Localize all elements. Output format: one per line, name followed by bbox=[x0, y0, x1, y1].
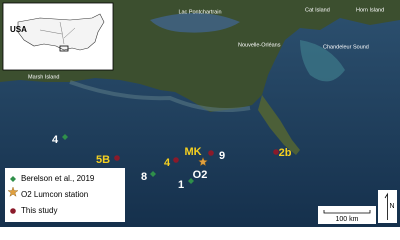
inset-locator bbox=[59, 45, 69, 52]
station-marker bbox=[150, 171, 156, 177]
legend-marker-dot bbox=[10, 208, 16, 214]
place-label: Lac Pontchartrain bbox=[178, 9, 221, 15]
station-label: 5B bbox=[96, 154, 110, 166]
station-label: O2 bbox=[193, 169, 208, 181]
place-label: Chandeleur Sound bbox=[323, 44, 369, 50]
place-label: Cat Island bbox=[305, 7, 330, 13]
place-label: Horn Island bbox=[356, 7, 384, 13]
place-label: Marsh Island bbox=[28, 74, 60, 80]
station-label: 1 bbox=[178, 179, 184, 191]
scale-label: 100 km bbox=[336, 216, 359, 223]
station-marker bbox=[198, 156, 208, 167]
station-marker bbox=[208, 150, 214, 156]
coast-turbid bbox=[69, 80, 251, 113]
legend-label: O2 Lumcon station bbox=[21, 190, 88, 199]
legend-label: This study bbox=[21, 206, 57, 215]
north-arrow: N bbox=[378, 190, 397, 223]
map: USA Lac Pontchartrain Cat Island Horn Isla… bbox=[0, 0, 400, 227]
station-marker bbox=[173, 157, 179, 163]
legend-label: Berelson et al., 2019 bbox=[21, 174, 95, 183]
station-marker bbox=[114, 155, 120, 161]
lake bbox=[150, 12, 240, 33]
station-label: 9 bbox=[219, 150, 225, 162]
station-label: 4 bbox=[164, 157, 171, 169]
station-label: MK bbox=[184, 146, 201, 158]
rivers bbox=[39, 21, 76, 45]
inset: USA bbox=[2, 2, 114, 71]
stations: 4 5B 4 MK 9 2b 8 O2 1 bbox=[52, 134, 292, 191]
scale-box bbox=[318, 206, 376, 224]
north-label: N bbox=[389, 203, 394, 210]
legend-box bbox=[5, 168, 125, 222]
legend: Berelson et al., 2019 O2 Lumcon station … bbox=[5, 168, 125, 222]
station-marker bbox=[273, 149, 279, 155]
station-marker bbox=[62, 134, 68, 140]
scale-line bbox=[323, 210, 371, 214]
places: Lac Pontchartrain Cat Island Horn Island No… bbox=[28, 7, 384, 80]
usa-outline bbox=[17, 13, 105, 51]
inset-label: USA bbox=[10, 25, 27, 34]
delta bbox=[258, 95, 300, 155]
station-label: 2b bbox=[279, 147, 292, 159]
shallows bbox=[300, 40, 345, 82]
legend-marker-diamond bbox=[10, 176, 16, 182]
station-label: 4 bbox=[52, 134, 59, 146]
station-label: 8 bbox=[141, 171, 147, 183]
place-label: Nouvelle-Orléans bbox=[238, 42, 281, 48]
legend-marker-star bbox=[7, 186, 19, 197]
north-arrow-shape bbox=[384, 192, 388, 220]
scale-bar: 100 km bbox=[318, 206, 376, 224]
station-marker bbox=[188, 178, 194, 184]
